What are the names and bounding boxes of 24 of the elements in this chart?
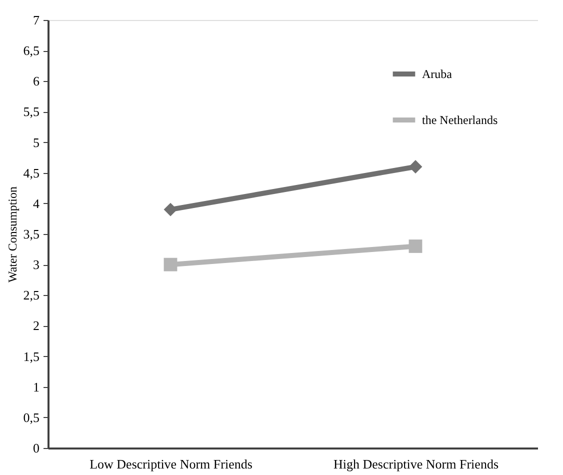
y-tick-label: 6,5 bbox=[23, 43, 40, 58]
y-tick-label: 5 bbox=[33, 134, 40, 150]
y-tick-label: 0 bbox=[33, 440, 40, 456]
point bbox=[164, 258, 178, 272]
y-axis-title: Water Consumption bbox=[5, 186, 20, 283]
x-tick-label: Low Descriptive Norm Friends bbox=[90, 456, 252, 472]
y-tick-label: 3,5 bbox=[23, 226, 40, 242]
point bbox=[408, 240, 422, 253]
point bbox=[164, 202, 178, 216]
y-tick-label: 1,5 bbox=[23, 348, 40, 364]
y-tick-label: 2,5 bbox=[23, 288, 40, 303]
legend-label: Aruba bbox=[422, 67, 453, 81]
y-tick-label: 0,5 bbox=[23, 410, 40, 425]
y-tick-label: 6 bbox=[33, 74, 40, 89]
point bbox=[408, 160, 422, 174]
y-tick-label: 4,5 bbox=[23, 165, 40, 180]
y-tick-label: 2 bbox=[33, 318, 40, 334]
y-tick-label: 3 bbox=[33, 257, 40, 272]
y-tick-label: 7 bbox=[33, 12, 40, 28]
x-tick-label: High Descriptive Norm Friends bbox=[333, 456, 499, 472]
y-tick-label: 4 bbox=[33, 196, 40, 211]
y-tick-label: 5,5 bbox=[23, 104, 40, 120]
y-tick-label: 1 bbox=[33, 379, 40, 394]
legend-label: the Netherlands bbox=[422, 113, 498, 127]
